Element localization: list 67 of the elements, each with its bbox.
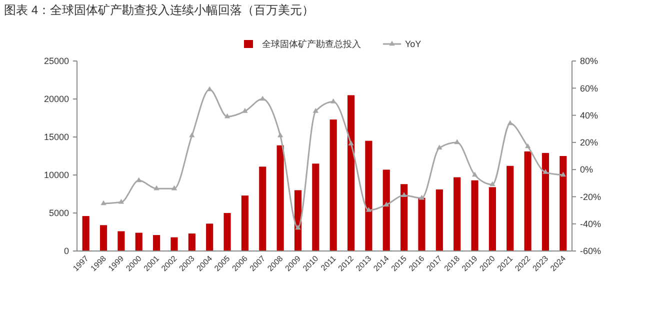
- point: [118, 198, 124, 204]
- bar: [276, 145, 284, 251]
- bar: [188, 234, 196, 251]
- bar: [153, 235, 160, 251]
- y2-tick-label: 60%: [580, 83, 598, 94]
- point: [295, 224, 301, 230]
- point: [366, 207, 372, 212]
- point: [560, 172, 566, 177]
- point: [224, 113, 230, 118]
- y-tick-label: 10000: [44, 170, 69, 180]
- bar: [506, 166, 514, 251]
- bar: [436, 189, 443, 251]
- y-tick-label: 5000: [48, 208, 69, 218]
- y-tick-label: 0: [64, 246, 69, 256]
- bar: [382, 170, 390, 251]
- bar: [82, 216, 90, 251]
- bar: [560, 156, 567, 251]
- bar: [224, 213, 231, 251]
- bar: [347, 95, 355, 251]
- point: [171, 185, 178, 190]
- point: [312, 108, 319, 113]
- point: [136, 177, 142, 182]
- point: [260, 96, 266, 101]
- point: [277, 132, 284, 138]
- point: [418, 194, 425, 200]
- bar: [542, 152, 550, 251]
- bar: [135, 232, 142, 251]
- bar: [259, 166, 266, 251]
- bar: [418, 198, 426, 251]
- bar: [471, 180, 478, 251]
- bar: [454, 177, 461, 251]
- bar: [312, 164, 320, 251]
- point: [524, 143, 531, 148]
- point: [436, 144, 442, 150]
- bar: [330, 120, 337, 251]
- legend-label: 全球固体矿产勘查总投入: [262, 39, 361, 50]
- bar: [400, 184, 408, 251]
- y2-tick-label: 20%: [580, 138, 598, 148]
- y2-tick-label: 40%: [580, 110, 598, 120]
- y2-tick-label: -60%: [580, 246, 602, 256]
- y-tick-label: 25000: [44, 56, 69, 66]
- bar: [170, 237, 178, 251]
- point: [507, 120, 513, 126]
- y2-tick-label: 80%: [580, 56, 598, 66]
- point: [401, 192, 407, 197]
- y2-tick-label: -40%: [580, 219, 602, 230]
- bar: [100, 225, 108, 251]
- point: [542, 169, 548, 174]
- bar: [365, 140, 372, 251]
- chart-title: 图表 4：全球固体矿产勘查投入连续小幅回落（百万美元）: [4, 3, 314, 17]
- bar: [294, 190, 302, 251]
- point: [472, 172, 478, 177]
- point: [490, 181, 496, 186]
- y-tick-label: 15000: [44, 132, 69, 142]
- bar: [241, 196, 248, 251]
- y2-tick-label: -20%: [580, 192, 602, 202]
- bar: [118, 231, 125, 251]
- point: [100, 200, 106, 206]
- y-tick-label: 20000: [44, 94, 69, 104]
- point: [189, 132, 195, 138]
- legend-label: YoY: [405, 39, 422, 50]
- point: [348, 140, 354, 146]
- bar: [488, 187, 496, 251]
- bar: [206, 224, 214, 251]
- point: [154, 185, 160, 190]
- bar: [524, 151, 532, 251]
- y2-tick-label: 0%: [580, 164, 594, 175]
